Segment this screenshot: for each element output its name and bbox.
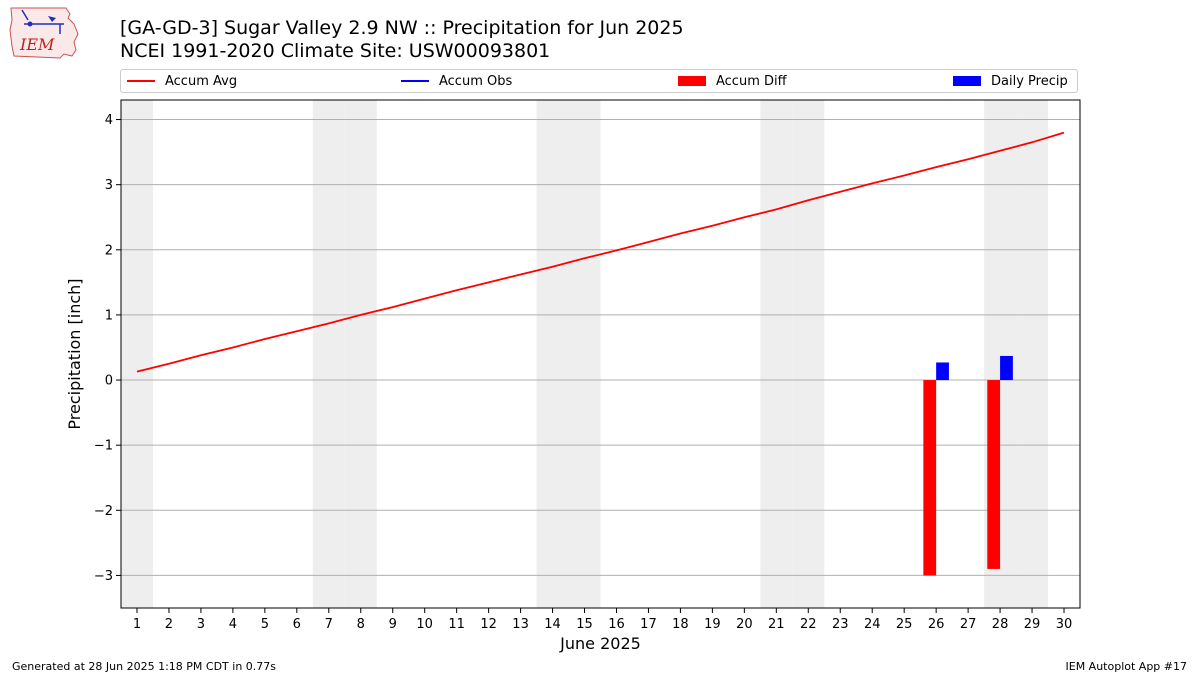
x-tick-label: 28 xyxy=(992,617,1009,632)
x-tick-label: 21 xyxy=(768,617,785,632)
grid-lines xyxy=(121,119,1080,576)
x-tick-label: 6 xyxy=(293,617,301,632)
x-axis-label: June 2025 xyxy=(559,634,641,653)
weekend-band-7 xyxy=(312,100,345,608)
x-axis: 1 2 3 4 5 6 7 8 9 10 11 12 13 14 15 16 17 18 19 20 21 22 23 24 2… xyxy=(133,608,1072,632)
x-tick-label: 9 xyxy=(389,617,397,632)
x-tick-label: 11 xyxy=(448,617,465,632)
x-tick-label: 8 xyxy=(357,617,365,632)
chart-legend: Accum Avg Accum Obs Accum Diff Daily Pre… xyxy=(120,69,1078,93)
x-tick-label: 14 xyxy=(544,617,561,632)
bar-series xyxy=(923,355,1013,576)
x-tick-label: 1 xyxy=(133,617,141,632)
x-tick-label: 30 xyxy=(1056,617,1073,632)
y-tick-label: 0 xyxy=(105,374,113,389)
x-tick-label: 20 xyxy=(736,617,753,632)
weekend-band-15 xyxy=(568,100,601,608)
x-tick-label: 5 xyxy=(261,617,269,632)
app-credit: IEM Autoplot App #17 xyxy=(1065,660,1188,673)
x-tick-label: 25 xyxy=(896,617,913,632)
x-tick-label: 3 xyxy=(197,617,205,632)
weekend-bands xyxy=(121,100,1049,608)
legend-swatch-daily-precip xyxy=(953,76,981,86)
accum-diff-bar-28 xyxy=(987,380,1001,569)
y-axis-label: Precipitation [inch] xyxy=(65,278,84,429)
y-tick-label: −1 xyxy=(94,439,113,454)
x-tick-label: 18 xyxy=(672,617,689,632)
daily-precip-bar-26 xyxy=(936,362,949,381)
x-tick-label: 15 xyxy=(576,617,593,632)
x-tick-label: 4 xyxy=(229,617,237,632)
logo-text: IEM xyxy=(19,35,55,54)
x-tick-label: 7 xyxy=(325,617,333,632)
weekend-band-1 xyxy=(121,100,153,608)
x-tick-label: 19 xyxy=(704,617,721,632)
y-tick-label: 3 xyxy=(105,178,113,193)
x-tick-label: 10 xyxy=(416,617,433,632)
legend-swatch-accum-obs xyxy=(401,80,429,82)
legend-swatch-accum-diff xyxy=(678,76,706,86)
x-tick-label: 29 xyxy=(1024,617,1041,632)
legend-label-accum-diff: Accum Diff xyxy=(716,73,787,89)
line-series xyxy=(136,131,1065,373)
x-tick-label: 26 xyxy=(928,617,945,632)
legend-item-daily-precip: Daily Precip xyxy=(953,70,1068,92)
plot-frame xyxy=(120,99,1081,609)
accum-diff-bar-26 xyxy=(923,380,937,576)
y-tick-label: 4 xyxy=(105,113,113,128)
legend-label-accum-avg: Accum Avg xyxy=(165,73,238,89)
weekend-band-22 xyxy=(792,100,825,608)
x-tick-label: 13 xyxy=(512,617,529,632)
legend-label-accum-obs: Accum Obs xyxy=(439,73,513,89)
y-tick-label: −3 xyxy=(94,569,113,584)
weekend-band-29 xyxy=(1016,100,1049,608)
legend-item-accum-diff: Accum Diff xyxy=(678,70,787,92)
daily-precip-bar-28 xyxy=(1000,355,1013,381)
legend-item-accum-obs: Accum Obs xyxy=(401,70,512,92)
x-tick-label: 24 xyxy=(864,617,881,632)
x-tick-label: 2 xyxy=(165,617,173,632)
weekend-band-21 xyxy=(760,100,793,608)
x-tick-label: 23 xyxy=(832,617,849,632)
x-tick-label: 27 xyxy=(960,617,977,632)
y-tick-label: 2 xyxy=(105,243,113,258)
legend-label-daily-precip: Daily Precip xyxy=(991,73,1068,89)
x-tick-label: 22 xyxy=(800,617,817,632)
x-tick-label: 17 xyxy=(640,617,657,632)
chart-subtitle: NCEI 1991-2020 Climate Site: USW00093801 xyxy=(120,40,551,62)
y-axis: 4 3 2 1 0 −1 −2 −3 xyxy=(94,113,121,584)
legend-swatch-accum-avg xyxy=(127,80,155,82)
generated-timestamp: Generated at 28 Jun 2025 1:18 PM CDT in … xyxy=(12,660,277,673)
legend-item-accum-avg: Accum Avg xyxy=(127,70,237,92)
weekend-band-8 xyxy=(344,100,377,608)
x-tick-label: 12 xyxy=(480,617,497,632)
y-tick-label: −2 xyxy=(94,504,113,519)
iem-logo: IEM xyxy=(8,6,80,60)
y-tick-label: 1 xyxy=(105,308,113,323)
x-tick-label: 16 xyxy=(608,617,625,632)
accum-avg-line xyxy=(136,131,1065,373)
chart-title: [GA-GD-3] Sugar Valley 2.9 NW :: Precipi… xyxy=(120,17,684,39)
weekend-band-14 xyxy=(536,100,569,608)
